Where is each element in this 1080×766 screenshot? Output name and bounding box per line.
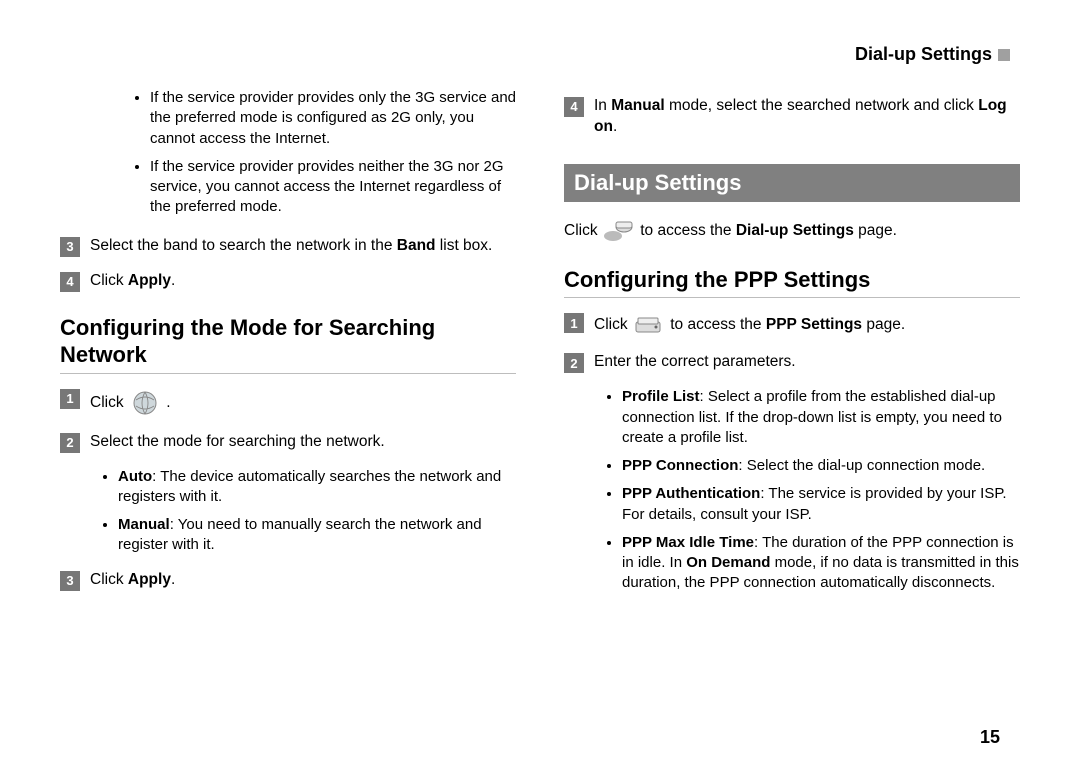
right-top-step-4-text: In Manual mode, select the searched netw… [594, 96, 1020, 138]
ppp-bullet-idle: PPP Max Idle Time: The duration of the P… [622, 533, 1020, 594]
right-heading-rule [564, 297, 1020, 298]
search-step-1: 1 Click . [60, 388, 516, 418]
ppp-param-bullets: Profile List: Select a profile from the … [564, 387, 1020, 593]
page-body: If the service provider provides only th… [0, 0, 1080, 766]
page-number: 15 [980, 727, 1000, 748]
dialup-icon [602, 218, 636, 244]
left-step-3: 3 Select the band to search the network … [60, 236, 516, 257]
search-step-2-text: Select the mode for searching the networ… [90, 432, 516, 453]
banner-intro: Click to access the Dial-up Settings pag… [564, 218, 1020, 244]
right-column: 4 In Manual mode, select the searched ne… [564, 40, 1020, 766]
ppp-bullet-connection: PPP Connection: Select the dial-up conne… [622, 456, 1020, 476]
step-badge-3: 3 [60, 237, 80, 257]
modem-icon [632, 312, 666, 338]
note-bullet-2: If the service provider provides neither… [150, 157, 516, 218]
globe-icon [128, 388, 162, 418]
left-step-3-text: Select the band to search the network in… [90, 236, 516, 257]
right-heading: Configuring the PPP Settings [564, 266, 1020, 294]
left-column: If the service provider provides only th… [60, 40, 516, 766]
search-step-2: 2 Select the mode for searching the netw… [60, 432, 516, 453]
step-badge-3b: 3 [60, 571, 80, 591]
ppp-step-1-text: Click to access the PPP Settings page. [594, 312, 1020, 338]
ppp-bullet-profile: Profile List: Select a profile from the … [622, 387, 1020, 448]
left-heading: Configuring the Mode for Searching Netwo… [60, 314, 516, 369]
step-badge-2: 2 [60, 433, 80, 453]
ppp-step-2-text: Enter the correct parameters. [594, 352, 1020, 373]
step-badge-4b: 4 [564, 97, 584, 117]
left-step-4-text: Click Apply. [90, 271, 516, 292]
section-banner: Dial-up Settings [564, 164, 1020, 202]
ppp-step-1: 1 Click to access the PPP Settings page. [564, 312, 1020, 338]
step-badge-1b: 1 [564, 313, 584, 333]
search-bullet-manual: Manual: You need to manually search the … [118, 515, 516, 556]
left-heading-rule [60, 373, 516, 374]
step-badge-1: 1 [60, 389, 80, 409]
right-top-step-4: 4 In Manual mode, select the searched ne… [564, 96, 1020, 138]
search-step-3-text: Click Apply. [90, 570, 516, 591]
step-badge-2b: 2 [564, 353, 584, 373]
ppp-bullet-auth: PPP Authentication: The service is provi… [622, 484, 1020, 525]
step-badge-4: 4 [60, 272, 80, 292]
search-step-1-text: Click . [90, 388, 516, 418]
note-bullet-list: If the service provider provides only th… [60, 88, 516, 218]
search-bullet-auto: Auto: The device automatically searches … [118, 467, 516, 508]
left-step-4: 4 Click Apply. [60, 271, 516, 292]
search-step-3: 3 Click Apply. [60, 570, 516, 591]
note-bullet-1: If the service provider provides only th… [150, 88, 516, 149]
ppp-step-2: 2 Enter the correct parameters. [564, 352, 1020, 373]
search-mode-bullets: Auto: The device automatically searches … [60, 467, 516, 556]
